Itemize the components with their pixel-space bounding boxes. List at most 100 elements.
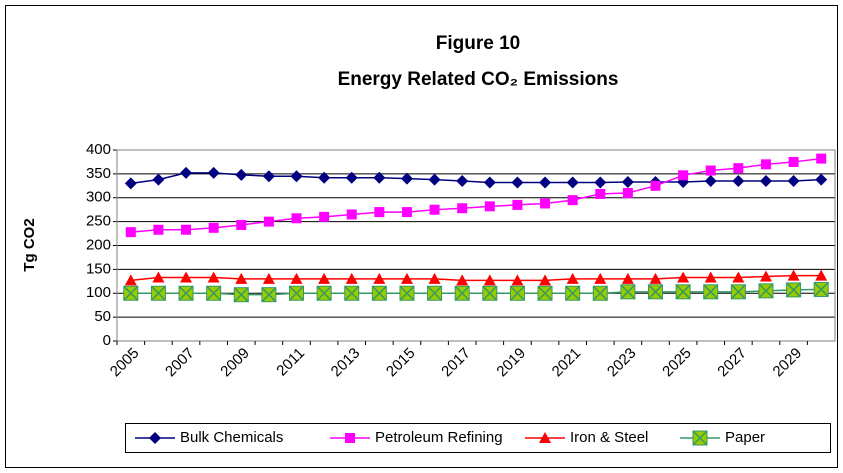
y-tick-label: 400 <box>86 141 111 158</box>
marker <box>621 175 634 188</box>
marker <box>511 274 524 286</box>
marker <box>235 168 248 181</box>
marker <box>647 284 664 300</box>
marker <box>565 285 581 301</box>
marker <box>399 285 415 301</box>
marker-cross <box>730 284 746 300</box>
marker <box>208 222 219 233</box>
y-tick-label: 200 <box>86 236 111 253</box>
marker-cross <box>758 283 774 299</box>
marker <box>150 285 166 301</box>
marker <box>207 166 220 179</box>
marker <box>483 274 496 286</box>
marker <box>374 207 385 218</box>
marker <box>704 271 717 283</box>
marker <box>759 175 772 188</box>
marker <box>261 287 277 303</box>
marker <box>566 272 579 284</box>
marker <box>153 224 164 235</box>
marker-cross <box>647 284 664 300</box>
marker <box>373 171 386 184</box>
marker <box>373 272 386 284</box>
marker <box>649 272 662 284</box>
chart-frame <box>5 5 838 468</box>
marker <box>152 173 165 186</box>
marker <box>483 176 496 189</box>
legend-label: Petroleum Refining <box>375 429 503 446</box>
marker <box>456 175 469 188</box>
marker <box>180 271 193 283</box>
marker <box>262 170 275 183</box>
marker <box>594 176 607 189</box>
y-tick-label: 350 <box>86 165 111 182</box>
marker <box>235 272 248 284</box>
marker <box>703 284 719 300</box>
marker <box>149 432 161 444</box>
marker <box>788 156 799 167</box>
marker <box>787 269 800 281</box>
marker <box>567 195 578 206</box>
marker <box>181 224 192 235</box>
marker <box>263 216 274 227</box>
marker-cross <box>482 285 498 301</box>
marker <box>815 269 828 281</box>
legend-label: Bulk Chemicals <box>180 429 283 446</box>
legend-label: Paper <box>725 429 765 446</box>
marker <box>206 285 222 301</box>
y-tick-label: 100 <box>86 284 111 301</box>
marker <box>482 285 498 301</box>
marker <box>125 227 136 238</box>
marker <box>539 176 552 189</box>
marker <box>704 175 717 188</box>
marker-cross <box>150 285 166 301</box>
marker <box>345 272 358 284</box>
marker <box>319 211 330 222</box>
marker <box>732 175 745 188</box>
marker <box>429 204 440 215</box>
marker <box>457 203 468 214</box>
marker <box>509 285 525 301</box>
marker-cross <box>288 285 305 301</box>
y-tick-label: 50 <box>94 308 111 325</box>
marker-cross <box>123 285 139 301</box>
marker <box>262 272 275 284</box>
marker <box>620 284 636 300</box>
marker <box>539 274 552 286</box>
marker-cross <box>813 281 829 297</box>
marker <box>511 176 524 189</box>
marker <box>537 285 553 301</box>
marker <box>730 284 746 300</box>
marker <box>236 219 247 230</box>
marker <box>318 272 331 284</box>
marker-cross <box>233 287 249 303</box>
marker-cross <box>399 285 415 301</box>
marker <box>207 271 220 283</box>
marker <box>595 188 606 199</box>
marker-cross <box>206 285 222 301</box>
marker <box>760 159 771 170</box>
marker <box>786 282 802 298</box>
marker-cross <box>371 285 387 301</box>
marker <box>815 173 828 186</box>
marker-cross <box>427 285 443 301</box>
y-axis-title: Tg CO2 <box>21 218 38 271</box>
marker <box>454 285 470 301</box>
marker <box>400 272 413 284</box>
marker-cross <box>316 285 332 301</box>
marker <box>787 175 800 188</box>
marker-cross <box>786 282 802 298</box>
marker <box>124 177 137 190</box>
marker-cross <box>565 285 581 301</box>
y-tick-label: 300 <box>86 189 111 206</box>
marker <box>456 274 469 286</box>
marker <box>233 287 249 303</box>
marker <box>540 198 551 209</box>
marker <box>650 180 661 191</box>
y-tick-label: 150 <box>86 260 111 277</box>
marker-cross <box>344 285 360 301</box>
marker-cross <box>537 285 553 301</box>
marker <box>428 173 441 186</box>
marker <box>152 271 165 283</box>
marker <box>484 201 495 212</box>
